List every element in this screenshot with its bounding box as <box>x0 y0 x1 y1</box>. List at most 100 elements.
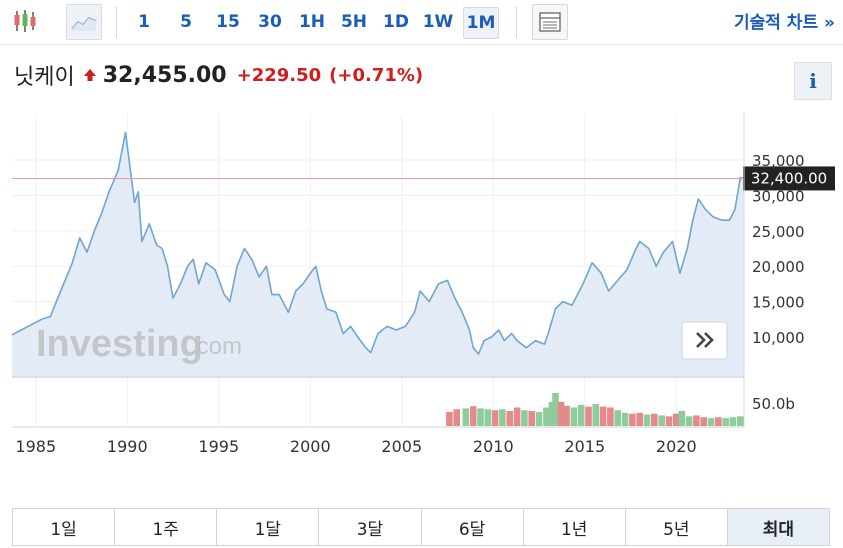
toolbar-divider <box>516 6 517 38</box>
watermark-text: Investing <box>36 323 203 365</box>
interval-15[interactable]: 15 <box>216 12 240 32</box>
volume-bar <box>548 401 556 426</box>
range-max[interactable]: 최대 <box>727 509 829 545</box>
volume-bar <box>506 411 514 426</box>
volume-bar <box>651 413 658 426</box>
interval-5[interactable]: 5 <box>180 12 192 32</box>
scroll-forward-button[interactable] <box>681 321 728 360</box>
volume-bar <box>570 407 578 426</box>
x-tick-label: 1995 <box>198 437 239 456</box>
volume-bar <box>729 417 737 426</box>
volume-bar <box>453 409 460 426</box>
volume-bar <box>535 411 543 426</box>
y-tick-label: 30,000 <box>752 187 805 205</box>
range-1d[interactable]: 1일 <box>13 509 116 545</box>
current-price-label: 32,400.00 <box>751 169 827 187</box>
volume-bar <box>665 416 673 426</box>
y-tick-label: 25,000 <box>752 223 805 241</box>
last-price: 32,455.00 <box>102 62 227 88</box>
range-6m[interactable]: 6달 <box>421 509 524 545</box>
technical-chart-link[interactable]: 기술적 차트 » <box>733 13 835 33</box>
volume-bar <box>477 408 484 426</box>
current-price-tag: 32,400.00 <box>743 166 835 191</box>
price-line <box>11 131 745 355</box>
volume-bar <box>499 409 506 426</box>
interval-1d[interactable]: 1D <box>383 12 409 32</box>
y-tick-label: 15,000 <box>752 294 805 312</box>
volume-bar <box>513 407 521 426</box>
x-tick-label: 2005 <box>381 437 422 456</box>
y-tick-label: 10,000 <box>752 329 805 347</box>
watermark: Investing .com <box>36 323 242 365</box>
volume-bar <box>693 415 700 426</box>
range-3m[interactable]: 3달 <box>319 509 422 545</box>
volume-bar <box>715 417 722 426</box>
range-5y[interactable]: 5년 <box>625 509 728 545</box>
volume-bar <box>658 415 665 426</box>
toolbar-divider <box>116 6 117 38</box>
volume-bar <box>678 411 686 426</box>
volume-bar <box>636 412 643 426</box>
info-button[interactable]: i <box>794 62 832 100</box>
volume-bar <box>491 410 499 426</box>
volume-bar <box>446 411 453 426</box>
range-1y[interactable]: 1년 <box>523 509 626 545</box>
x-tick-label: 2015 <box>564 437 605 456</box>
interval-5h[interactable]: 5H <box>340 12 368 32</box>
instrument-name: 닛케이 <box>14 65 75 90</box>
price-area-fill <box>12 132 744 376</box>
interval-1m[interactable]: 1M <box>463 7 499 39</box>
volume-bar <box>673 413 680 426</box>
volume-bar <box>552 393 559 426</box>
volume-bar <box>722 418 729 426</box>
volume-bar <box>629 413 636 426</box>
x-tick-label: 2010 <box>473 437 514 456</box>
table-icon[interactable] <box>532 4 568 40</box>
quote-header: 닛케이 32,455.00 +229.50 (+0.71%) <box>14 58 431 92</box>
volume-bar <box>543 407 550 426</box>
interval-1[interactable]: 1 <box>138 12 150 32</box>
area-chart-icon[interactable] <box>66 4 102 40</box>
volume-bars <box>446 393 744 426</box>
interval-1h[interactable]: 1H <box>298 12 326 32</box>
y-axis: 10,000 15,000 20,000 25,000 30,000 35,000 <box>752 152 805 347</box>
price-change-percent: (+0.71%) <box>329 64 424 86</box>
volume-bar <box>521 410 528 426</box>
price-change: +229.50 <box>236 64 322 86</box>
time-range-selector: 1일 1주 1달 3달 6달 1년 5년 최대 <box>12 508 830 546</box>
volume-bar <box>737 416 744 426</box>
y-tick-label: 20,000 <box>752 258 805 276</box>
volume-bar <box>557 401 565 426</box>
volume-bar <box>700 417 707 426</box>
chart-toolbar: 1 5 15 30 1H 5H 1D 1W 1M 기술적 차트 » <box>0 0 843 45</box>
watermark-suffix: .com <box>190 333 242 360</box>
volume-bar <box>621 412 629 426</box>
volume-bar <box>528 411 535 426</box>
volume-bar <box>707 418 715 426</box>
volume-bar <box>462 408 470 426</box>
volume-bar <box>577 404 585 426</box>
volume-bar <box>484 409 492 426</box>
x-tick-label: 1985 <box>15 437 56 456</box>
volume-bar <box>607 407 614 426</box>
x-tick-label: 1990 <box>107 437 148 456</box>
volume-bar <box>592 404 600 426</box>
volume-bar <box>643 414 651 426</box>
x-tick-label: 2020 <box>656 437 697 456</box>
volume-bar <box>685 416 693 426</box>
candlestick-icon[interactable] <box>10 4 40 38</box>
range-1w[interactable]: 1주 <box>115 509 218 545</box>
interval-1w[interactable]: 1W <box>422 12 454 32</box>
x-tick-label: 2000 <box>290 437 331 456</box>
volume-bar <box>469 406 477 426</box>
double-chevron-right-icon <box>696 332 714 348</box>
volume-bar <box>585 406 592 426</box>
interval-30[interactable]: 30 <box>258 12 282 32</box>
volume-bar <box>614 410 621 426</box>
volume-bar <box>599 406 607 426</box>
volume-bar <box>563 405 570 426</box>
range-1m[interactable]: 1달 <box>217 509 320 545</box>
up-arrow-icon <box>83 69 96 81</box>
volume-tick-label: 50.0b <box>752 395 795 413</box>
